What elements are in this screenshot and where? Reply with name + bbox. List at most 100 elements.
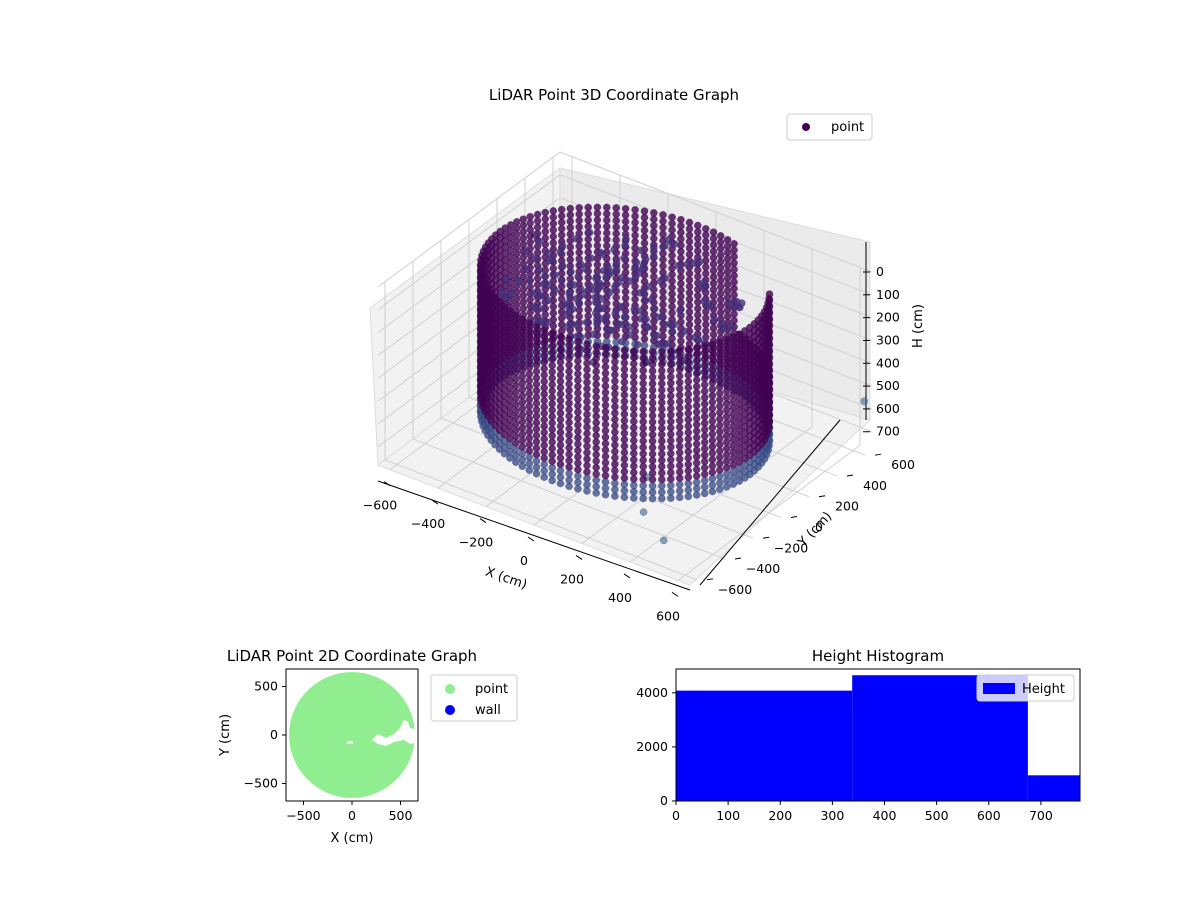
point-3d bbox=[565, 348, 573, 356]
point-3d bbox=[639, 424, 648, 433]
point-3d bbox=[620, 442, 629, 450]
point-3d bbox=[548, 476, 557, 485]
point-3d bbox=[548, 367, 557, 376]
point-3d bbox=[592, 425, 601, 433]
point-3d bbox=[592, 348, 601, 357]
point-3d bbox=[709, 292, 718, 300]
point-3d bbox=[631, 231, 639, 240]
point-3d bbox=[525, 427, 534, 436]
point-3d bbox=[692, 382, 701, 391]
y-tick-label-hist: 0 bbox=[660, 793, 668, 808]
point-3d bbox=[675, 461, 684, 470]
point-3d bbox=[639, 379, 648, 388]
point-3d bbox=[692, 446, 701, 455]
point-3d bbox=[701, 256, 710, 265]
point-3d bbox=[556, 473, 565, 481]
point-3d bbox=[677, 337, 685, 345]
point-3d bbox=[540, 272, 549, 280]
point-3d bbox=[512, 451, 520, 460]
point-3d bbox=[640, 213, 649, 222]
point-3d bbox=[518, 417, 527, 426]
point-3d bbox=[574, 357, 582, 365]
point-3d bbox=[549, 226, 558, 234]
point-3d bbox=[649, 272, 658, 281]
point-3d bbox=[540, 428, 549, 437]
point-3d bbox=[675, 468, 684, 476]
point-3d bbox=[657, 392, 666, 401]
point-3d bbox=[684, 345, 693, 354]
y-tick-label: −600 bbox=[718, 582, 752, 597]
point-3d bbox=[715, 466, 724, 474]
point-3d bbox=[700, 361, 709, 370]
point-3d bbox=[715, 472, 724, 481]
plot-area-2d bbox=[289, 672, 418, 798]
point-3d bbox=[512, 458, 520, 467]
point-3d bbox=[629, 391, 638, 400]
point-3d bbox=[715, 447, 724, 455]
point-3d bbox=[518, 449, 527, 458]
point-3d bbox=[583, 436, 591, 444]
point-3d bbox=[629, 366, 638, 375]
point-3d bbox=[693, 291, 702, 300]
point-3d bbox=[657, 430, 666, 439]
point-3d bbox=[668, 327, 677, 336]
point-3d bbox=[648, 405, 657, 414]
point-3d bbox=[549, 264, 558, 273]
point-3d bbox=[601, 426, 610, 435]
point-3d bbox=[680, 327, 689, 336]
point-3d bbox=[693, 298, 702, 307]
point-3d bbox=[666, 481, 675, 490]
x-tick-label: 200 bbox=[560, 571, 584, 586]
point-3d bbox=[730, 246, 738, 255]
plot-frame-hist bbox=[675, 668, 1081, 802]
point-3d bbox=[639, 398, 648, 407]
point-3d bbox=[548, 438, 557, 446]
point-3d bbox=[657, 424, 666, 433]
point-3d bbox=[602, 235, 611, 244]
point-3d bbox=[512, 317, 520, 326]
point-3d bbox=[602, 241, 611, 250]
point-3d bbox=[612, 210, 621, 219]
point-3d bbox=[607, 326, 616, 335]
point-3d bbox=[639, 411, 648, 420]
point-3d bbox=[556, 248, 565, 256]
point-3d bbox=[684, 466, 693, 475]
point-3d bbox=[518, 404, 527, 413]
point-3d bbox=[512, 343, 520, 352]
point-3d bbox=[666, 468, 675, 477]
point-3d bbox=[574, 472, 582, 480]
x-tick-mark bbox=[383, 481, 391, 487]
point-3d bbox=[640, 341, 649, 350]
point-3d bbox=[723, 293, 732, 302]
y-axis-label-3d: Y (cm) bbox=[795, 509, 835, 551]
point-3d bbox=[666, 494, 675, 503]
point-3d bbox=[583, 404, 591, 412]
point-3d bbox=[512, 336, 520, 345]
point-3d bbox=[640, 226, 649, 235]
point-3d bbox=[659, 249, 667, 258]
point-3d bbox=[620, 435, 629, 444]
point-3d bbox=[611, 434, 619, 443]
point-3d bbox=[709, 330, 718, 339]
point-3d bbox=[548, 348, 557, 357]
point-3d bbox=[592, 482, 601, 491]
point-3d bbox=[540, 396, 549, 405]
point-3d bbox=[693, 247, 702, 255]
point-3d bbox=[700, 444, 709, 453]
point-3d bbox=[730, 316, 738, 325]
point-3d bbox=[675, 391, 684, 400]
point-3d bbox=[549, 219, 558, 228]
point-3d bbox=[620, 410, 629, 419]
point-3d bbox=[677, 254, 685, 262]
x-tick-mark bbox=[479, 518, 487, 523]
point-3d bbox=[716, 295, 725, 304]
point-3d bbox=[557, 276, 566, 285]
point-3d bbox=[657, 379, 666, 388]
point-3d bbox=[540, 358, 549, 367]
point-3d bbox=[501, 293, 510, 302]
point-3d bbox=[526, 225, 535, 234]
point-3d bbox=[518, 392, 527, 400]
x-ticks-3d: −600 −400 −200 0 200 400 600 bbox=[363, 481, 680, 623]
x-tick-label: −400 bbox=[411, 516, 445, 531]
legend-3d: point bbox=[786, 113, 873, 141]
